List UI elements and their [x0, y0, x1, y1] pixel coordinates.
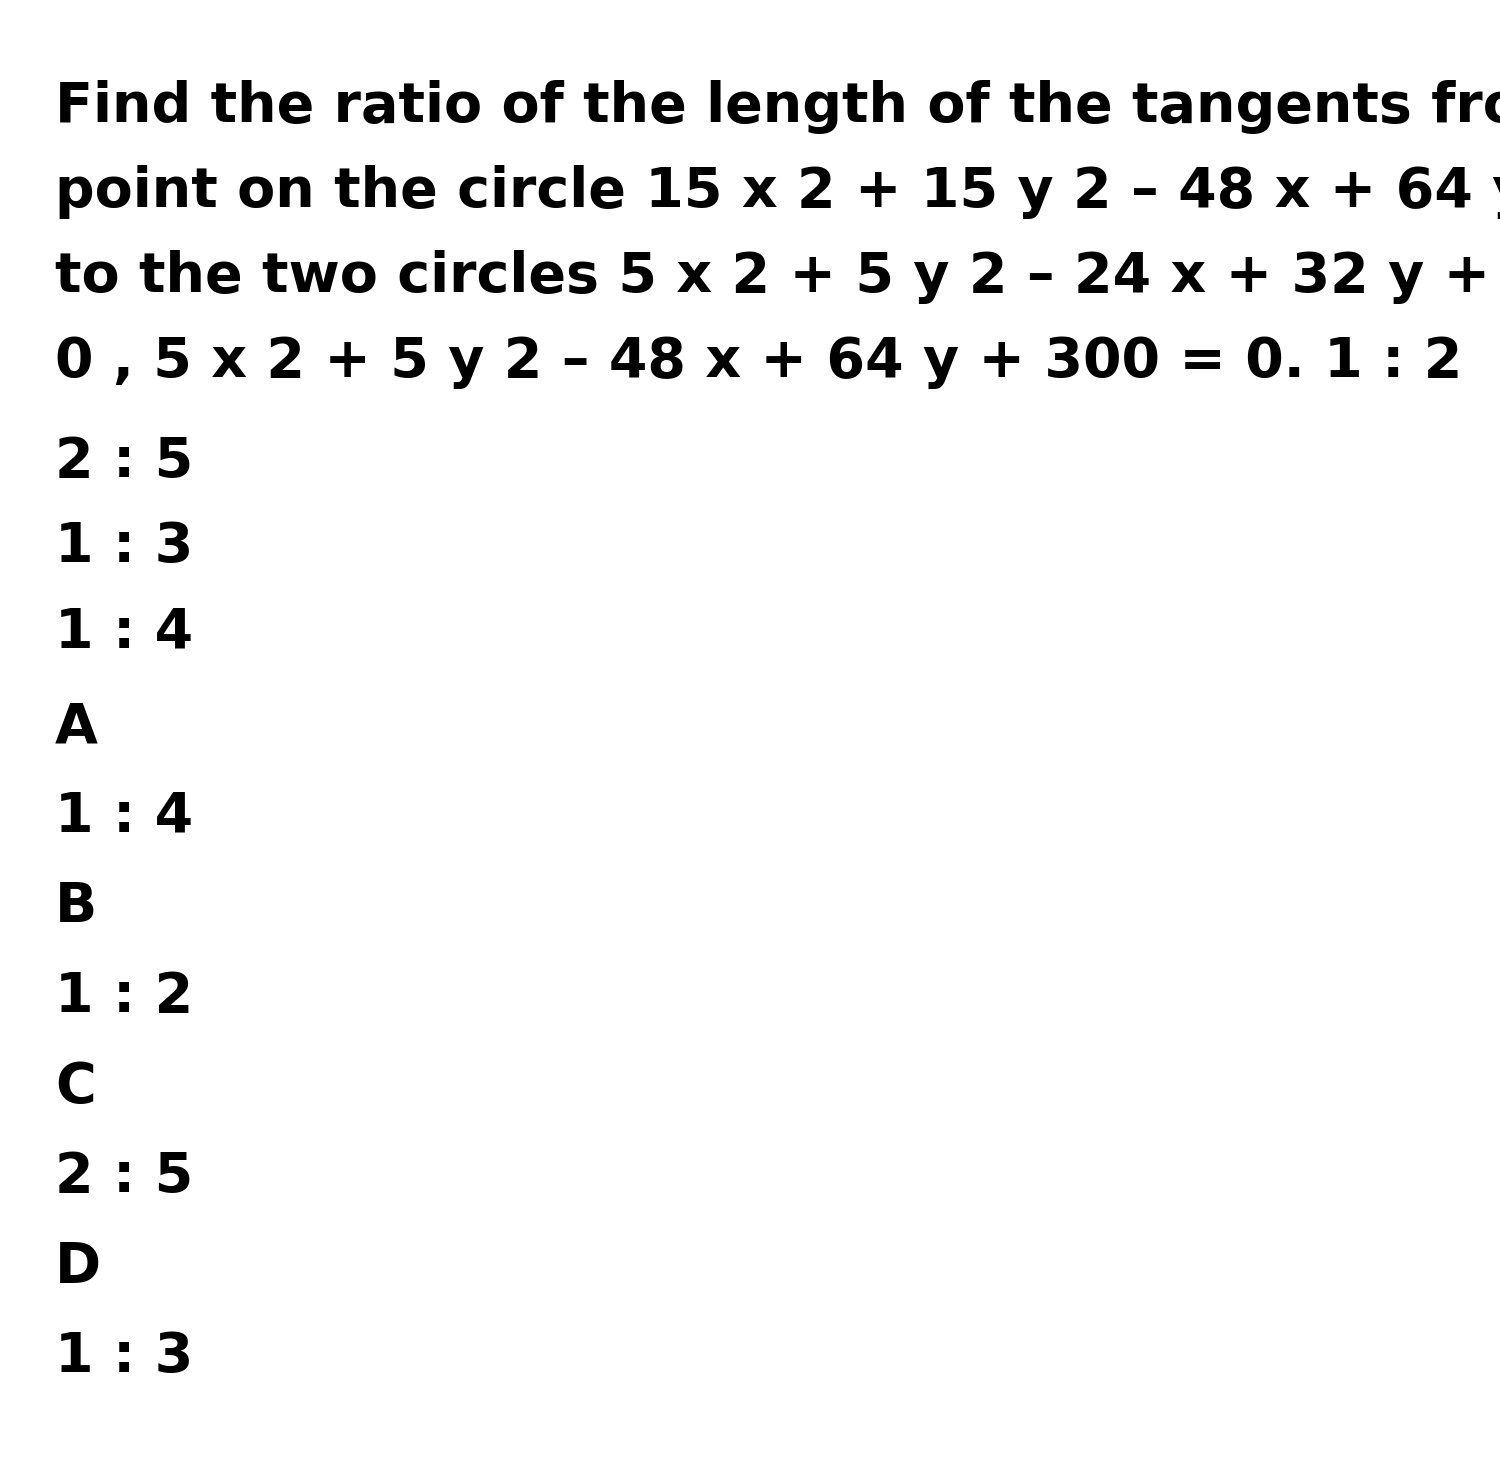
Text: C: C — [56, 1060, 96, 1114]
Text: to the two circles 5 x 2 + 5 y 2 – 24 x + 32 y + 75 =: to the two circles 5 x 2 + 5 y 2 – 24 x … — [56, 250, 1500, 303]
Text: point on the circle 15 x 2 + 15 y 2 – 48 x + 64 y = 0: point on the circle 15 x 2 + 15 y 2 – 48… — [56, 164, 1500, 219]
Text: Find the ratio of the length of the tangents from any: Find the ratio of the length of the tang… — [56, 80, 1500, 135]
Text: 1 : 2: 1 : 2 — [56, 969, 194, 1024]
Text: 1 : 3: 1 : 3 — [56, 519, 194, 574]
Text: 1 : 4: 1 : 4 — [56, 605, 194, 659]
Text: 2 : 5: 2 : 5 — [56, 1150, 194, 1205]
Text: 2 : 5: 2 : 5 — [56, 435, 194, 488]
Text: B: B — [56, 881, 98, 934]
Text: 1 : 4: 1 : 4 — [56, 790, 194, 844]
Text: 1 : 3: 1 : 3 — [56, 1331, 194, 1384]
Text: A: A — [56, 700, 98, 753]
Text: D: D — [56, 1240, 100, 1294]
Text: 0 , 5 x 2 + 5 y 2 – 48 x + 64 y + 300 = 0. 1 : 2: 0 , 5 x 2 + 5 y 2 – 48 x + 64 y + 300 = … — [56, 334, 1462, 389]
